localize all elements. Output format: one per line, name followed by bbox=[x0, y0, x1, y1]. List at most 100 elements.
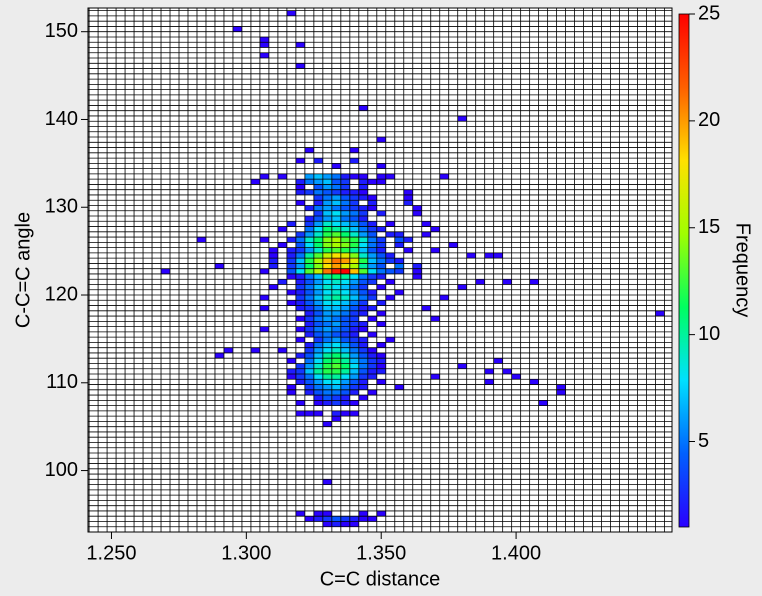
cell bbox=[331, 400, 341, 406]
cell bbox=[385, 279, 395, 285]
cell bbox=[358, 384, 368, 390]
cell bbox=[286, 368, 296, 375]
cell bbox=[349, 363, 359, 369]
cell bbox=[295, 63, 305, 69]
cell bbox=[313, 310, 323, 317]
cell bbox=[331, 389, 341, 396]
cell bbox=[313, 189, 323, 195]
cell bbox=[340, 300, 350, 306]
cell bbox=[349, 300, 359, 306]
cell bbox=[313, 374, 323, 380]
cell bbox=[349, 221, 359, 227]
cell bbox=[331, 395, 341, 401]
cell bbox=[367, 226, 377, 232]
cell bbox=[322, 384, 332, 390]
cell bbox=[340, 221, 350, 227]
cell bbox=[358, 231, 368, 238]
cell bbox=[493, 252, 503, 259]
cell bbox=[331, 374, 341, 380]
cell bbox=[340, 321, 350, 327]
cell bbox=[340, 295, 350, 301]
cell bbox=[322, 510, 332, 517]
cell bbox=[313, 342, 323, 348]
cell bbox=[331, 173, 341, 180]
colorbar-tick-label: 15 bbox=[698, 216, 720, 238]
cell bbox=[331, 200, 341, 206]
cell bbox=[295, 326, 305, 332]
cell bbox=[349, 389, 359, 396]
cell bbox=[304, 279, 314, 285]
cell bbox=[160, 268, 170, 274]
cell bbox=[304, 173, 314, 180]
cell bbox=[277, 226, 287, 232]
cell bbox=[304, 410, 314, 417]
cell bbox=[304, 516, 314, 522]
cell bbox=[304, 268, 314, 274]
cell bbox=[367, 242, 377, 248]
cell bbox=[412, 210, 422, 217]
cell bbox=[214, 263, 224, 269]
cell bbox=[340, 374, 350, 380]
cell bbox=[367, 516, 377, 522]
cell bbox=[358, 337, 368, 343]
cell bbox=[313, 305, 323, 311]
cell bbox=[322, 379, 332, 385]
cell bbox=[340, 284, 350, 290]
cell bbox=[286, 273, 296, 280]
cell bbox=[331, 273, 341, 280]
cell bbox=[349, 347, 359, 353]
cell bbox=[295, 368, 305, 375]
cell bbox=[322, 400, 332, 406]
cell bbox=[304, 284, 314, 290]
cell bbox=[313, 389, 323, 396]
cell bbox=[295, 337, 305, 343]
cell bbox=[277, 173, 287, 180]
cell bbox=[223, 347, 233, 353]
cell bbox=[367, 194, 377, 201]
cell bbox=[556, 389, 566, 396]
cell bbox=[331, 184, 341, 190]
cell bbox=[304, 347, 314, 353]
cell bbox=[331, 226, 341, 232]
cell bbox=[421, 231, 431, 238]
cell bbox=[331, 242, 341, 248]
cell bbox=[313, 410, 323, 417]
cell bbox=[349, 326, 359, 332]
cell bbox=[331, 321, 341, 327]
cell bbox=[340, 216, 350, 222]
cell bbox=[358, 310, 368, 317]
plot-frame bbox=[87, 7, 673, 533]
cell bbox=[331, 258, 341, 264]
cell bbox=[367, 289, 377, 296]
cell bbox=[655, 310, 665, 317]
cell bbox=[340, 316, 350, 322]
cell bbox=[340, 342, 350, 348]
cell bbox=[421, 221, 431, 227]
cell bbox=[367, 305, 377, 311]
cell bbox=[268, 247, 278, 253]
cell bbox=[295, 200, 305, 206]
cell bbox=[295, 273, 305, 280]
cell bbox=[304, 242, 314, 248]
cell bbox=[295, 316, 305, 322]
cell bbox=[277, 279, 287, 285]
cell bbox=[358, 347, 368, 353]
colorbar-tick-label: 25 bbox=[698, 2, 720, 24]
cell bbox=[322, 368, 332, 375]
cell bbox=[403, 194, 413, 201]
cell bbox=[313, 158, 323, 164]
cell bbox=[376, 242, 386, 248]
cell bbox=[322, 289, 332, 296]
cell bbox=[304, 237, 314, 243]
cell bbox=[313, 221, 323, 227]
cell bbox=[502, 279, 512, 285]
cell bbox=[295, 379, 305, 385]
cell bbox=[376, 310, 386, 317]
cell bbox=[367, 295, 377, 301]
cell bbox=[259, 305, 269, 311]
cell bbox=[295, 252, 305, 259]
cell bbox=[304, 263, 314, 269]
cell bbox=[439, 173, 449, 180]
cell bbox=[295, 352, 305, 359]
cell bbox=[358, 321, 368, 327]
